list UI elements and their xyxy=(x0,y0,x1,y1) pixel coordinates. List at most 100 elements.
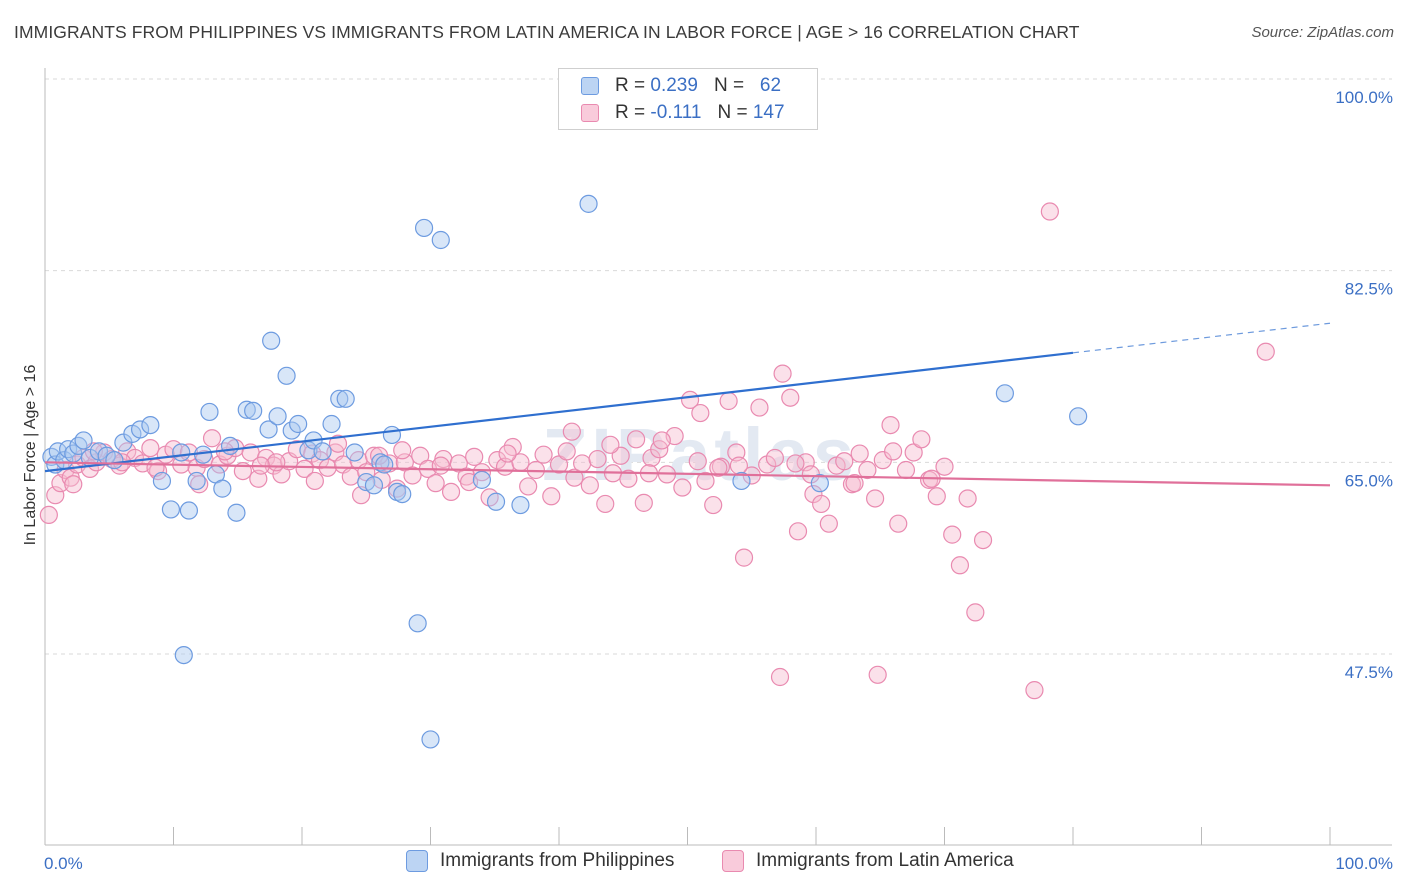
latin-america-point-146 xyxy=(393,441,412,460)
philippines-point-7 xyxy=(74,431,93,450)
latin-america-trend-line xyxy=(44,461,1331,487)
philippines-point-26 xyxy=(227,503,246,522)
latin-america-point-16 xyxy=(148,461,168,481)
philippines-point-24 xyxy=(213,479,232,498)
y-axis-label: In Labor Force | Age > 16 xyxy=(22,365,39,546)
philippines-point-17 xyxy=(161,500,181,519)
latin-america-point-41 xyxy=(341,467,360,486)
n-value: 62 xyxy=(759,75,782,96)
legend-item-latin-america[interactable]: Immigrants from Latin America xyxy=(722,850,1014,872)
philippines-point-22 xyxy=(200,402,219,422)
y-tick-label-1: 65.0% xyxy=(1345,471,1393,490)
latin-america-point-69 xyxy=(557,442,576,461)
philippines-point-59 xyxy=(810,474,829,493)
philippines-point-15 xyxy=(141,415,160,435)
latin-america-point-117 xyxy=(927,487,946,506)
philippines-point-29 xyxy=(259,420,278,439)
philippines-point-14 xyxy=(130,420,150,439)
latin-america-point-102 xyxy=(812,494,831,514)
latin-america-point-143 xyxy=(709,458,728,477)
latin-america-point-54 xyxy=(441,482,461,502)
trend-lines xyxy=(44,322,1331,487)
latin-america-point-103 xyxy=(819,514,838,533)
latin-america-point-1 xyxy=(46,486,65,505)
r-label: R = xyxy=(615,102,646,123)
latin-america-point-119 xyxy=(943,525,962,544)
latin-america-point-23 xyxy=(202,429,222,448)
legend-label: Immigrants from Latin America xyxy=(756,850,1014,871)
latin-america-point-66 xyxy=(534,445,553,464)
latin-america-point-118 xyxy=(935,457,954,476)
philippines-point-60 xyxy=(995,384,1014,403)
latin-america-point-35 xyxy=(295,459,314,479)
philippines-points xyxy=(42,194,1088,749)
philippines-point-16 xyxy=(152,471,172,491)
gridlines xyxy=(45,78,1392,655)
y-tick-label-0: 47.5% xyxy=(1345,663,1393,682)
philippines-point-49 xyxy=(408,614,427,633)
r-label: R = xyxy=(615,75,646,96)
philippines-swatch xyxy=(581,77,599,95)
source-label: Source: ZipAtlas.com xyxy=(1251,24,1394,41)
latin-america-point-15 xyxy=(141,438,160,458)
latin-america-point-84 xyxy=(673,478,692,497)
philippines-point-56 xyxy=(421,730,440,749)
philippines-point-6 xyxy=(69,436,88,456)
philippines-point-55 xyxy=(579,194,598,213)
philippines-point-57 xyxy=(174,645,193,665)
philippines-point-46 xyxy=(382,425,402,445)
r-value: 0.239 xyxy=(650,75,698,96)
latin-america-point-133 xyxy=(498,444,517,463)
latin-america-point-64 xyxy=(519,477,538,496)
latin-america-point-137 xyxy=(691,403,710,423)
latin-america-point-72 xyxy=(580,476,599,495)
philippines-point-51 xyxy=(431,230,450,250)
latin-america-point-58 xyxy=(472,463,491,482)
philippines-point-54 xyxy=(511,495,530,515)
latin-america-point-90 xyxy=(719,391,738,411)
latin-america-swatch xyxy=(581,104,599,122)
philippines-point-28 xyxy=(244,401,263,420)
latin-america-point-92 xyxy=(734,548,754,567)
latin-america-point-99 xyxy=(788,522,808,541)
y-tick-label-2: 82.5% xyxy=(1345,280,1393,299)
latin-america-point-136 xyxy=(729,456,749,475)
stats-row-latin-america: R = -0.111 N = 147 xyxy=(581,100,785,126)
latin-america-point-139 xyxy=(845,474,864,493)
latin-america-point-112 xyxy=(889,514,908,533)
latin-america-point-0 xyxy=(39,505,58,525)
latin-america-point-138 xyxy=(786,454,805,473)
philippines-point-41 xyxy=(345,443,364,462)
x-tick-label-0: 0.0% xyxy=(44,854,83,873)
latin-america-point-126 xyxy=(1025,681,1044,700)
latin-america-point-74 xyxy=(596,494,615,514)
philippines-point-45 xyxy=(375,455,394,474)
latin-america-point-109 xyxy=(866,489,885,508)
latin-america-point-154 xyxy=(64,475,83,494)
philippines-trend-extension xyxy=(1072,322,1331,354)
latin-america-point-148 xyxy=(305,471,324,491)
latin-america-point-87 xyxy=(696,471,715,491)
latin-america-point-107 xyxy=(850,444,869,463)
latin-america-point-88 xyxy=(704,495,723,515)
philippines-point-48 xyxy=(393,484,412,504)
stats-legend: R = 0.239 N = 62 R = -0.111 N = 147 xyxy=(558,68,818,130)
philippines-point-25 xyxy=(220,436,240,456)
tick-labels: 47.5% 65.0% 82.5% 100.0% 0.0% 100.0% xyxy=(44,88,1393,873)
philippines-point-61 xyxy=(1069,407,1088,426)
philippines-point-37 xyxy=(313,442,332,461)
latin-america-point-108 xyxy=(858,460,877,480)
latin-america-point-113 xyxy=(896,460,916,480)
latin-america-point-71 xyxy=(573,454,592,473)
latin-america-point-145 xyxy=(431,456,450,475)
philippines-point-20 xyxy=(187,471,206,491)
latin-america-point-121 xyxy=(958,489,977,508)
n-label: N = xyxy=(713,75,745,96)
philippines-point-39 xyxy=(330,389,349,408)
latin-america-point-111 xyxy=(881,415,900,435)
legend-item-philippines[interactable]: Immigrants from Philippines xyxy=(406,850,674,872)
philippines-point-31 xyxy=(268,407,287,426)
latin-america-point-129 xyxy=(370,446,389,465)
latin-america-point-73 xyxy=(588,449,607,469)
